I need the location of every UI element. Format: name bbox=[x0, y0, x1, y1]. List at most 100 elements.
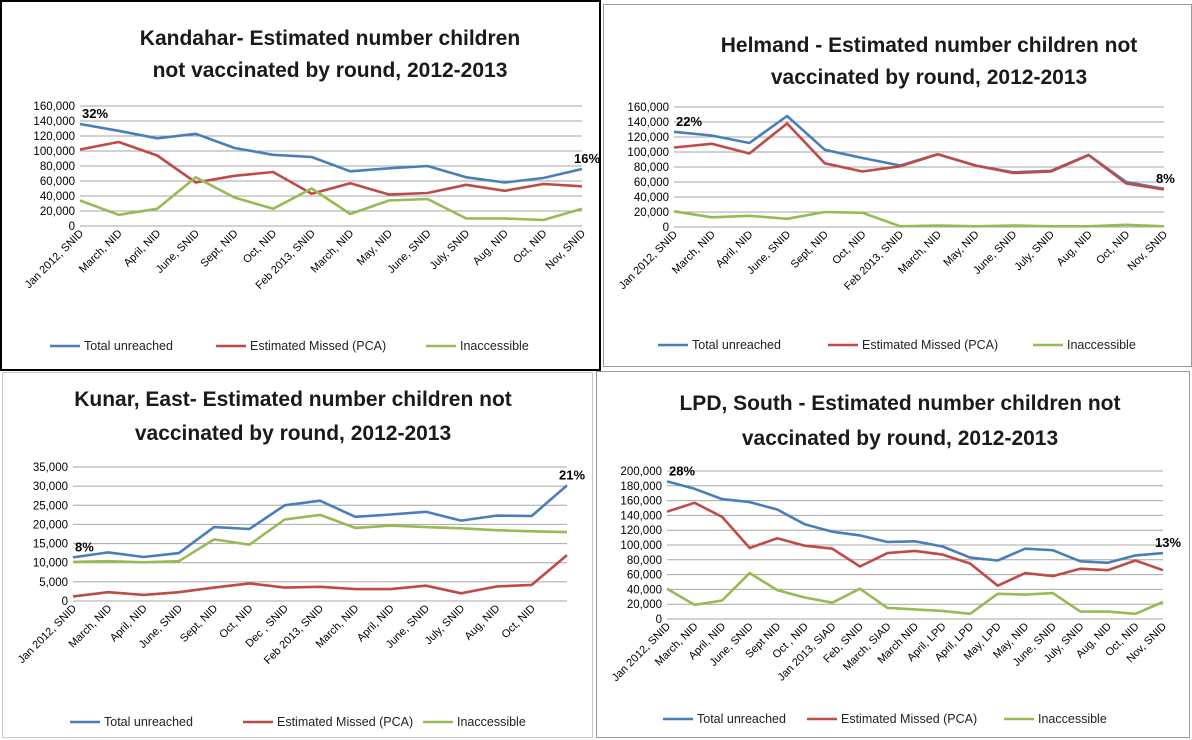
legend-label-total: Total unreached bbox=[84, 339, 173, 353]
series-line-total bbox=[79, 122, 583, 184]
series-line-missed bbox=[72, 554, 568, 598]
percent-annotation: 22% bbox=[676, 114, 702, 129]
x-tick-label: Oct, NID bbox=[241, 228, 279, 266]
series-line-inaccessible bbox=[79, 176, 583, 222]
percent-annotation: 8% bbox=[1156, 171, 1175, 186]
chart-title-line-2: vaccinated by round, 2012-2013 bbox=[742, 427, 1058, 450]
chart-title-line-2: not vaccinated by round, 2012-2013 bbox=[153, 59, 508, 82]
y-tick-label: 60,000 bbox=[634, 177, 669, 189]
y-tick-label: 160,000 bbox=[620, 496, 662, 508]
legend-label-total: Total unreached bbox=[692, 338, 781, 352]
series-line-total bbox=[666, 480, 1164, 565]
x-tick-label: Nov, SNID bbox=[543, 228, 588, 273]
y-tick-label: 0 bbox=[656, 614, 662, 626]
y-tick-label: 35,000 bbox=[33, 462, 68, 474]
y-tick-label: 120,000 bbox=[33, 131, 75, 143]
y-tick-label: 140,000 bbox=[620, 510, 662, 522]
legend-label-total: Total unreached bbox=[104, 715, 193, 729]
legend-label-missed: Estimated Missed (PCA) bbox=[862, 338, 998, 352]
y-tick-label: 100,000 bbox=[33, 146, 75, 158]
x-tick-label: May, NID bbox=[355, 228, 395, 268]
y-tick-label: 80,000 bbox=[40, 161, 75, 173]
percent-annotation: 8% bbox=[75, 539, 94, 554]
legend-label-total: Total unreached bbox=[697, 712, 786, 726]
y-tick-label: 20,000 bbox=[634, 207, 669, 219]
legend-label-inaccessible: Inaccessible bbox=[460, 339, 529, 353]
y-tick-label: 0 bbox=[62, 596, 68, 608]
y-tick-label: 10,000 bbox=[33, 558, 68, 570]
series-line-missed bbox=[666, 501, 1164, 587]
y-tick-label: 80,000 bbox=[634, 162, 669, 174]
y-tick-label: 20,000 bbox=[33, 519, 68, 531]
x-tick-label: Sept, NID bbox=[178, 603, 220, 645]
x-tick-label: July, SNID bbox=[1012, 229, 1057, 274]
legend-label-inaccessible: Inaccessible bbox=[1067, 338, 1136, 352]
x-tick-label: Jan 2012, SNID bbox=[617, 229, 680, 292]
x-tick-label: Jan 2012, SNID bbox=[23, 228, 86, 291]
chart-title-line-1: Kandahar- Estimated number children bbox=[140, 27, 520, 50]
series-line-inaccessible bbox=[673, 210, 1165, 228]
y-tick-label: 180,000 bbox=[620, 481, 662, 493]
y-tick-label: 40,000 bbox=[634, 192, 669, 204]
x-tick-label: Oct, NID bbox=[511, 228, 549, 266]
percent-annotation: 32% bbox=[82, 106, 108, 121]
y-tick-label: 100,000 bbox=[620, 540, 662, 552]
x-tick-label: Aug, NID bbox=[471, 228, 511, 268]
y-tick-label: 20,000 bbox=[627, 599, 662, 611]
series-line-inaccessible bbox=[666, 571, 1164, 616]
legend-label-missed: Estimated Missed (PCA) bbox=[841, 712, 977, 726]
series-line-missed bbox=[79, 140, 583, 196]
legend-label-inaccessible: Inaccessible bbox=[1038, 712, 1107, 726]
y-tick-label: 60,000 bbox=[627, 570, 662, 582]
y-tick-label: 160,000 bbox=[33, 101, 75, 113]
y-tick-label: 20,000 bbox=[40, 206, 75, 218]
x-tick-label: Oct, NID bbox=[1094, 229, 1132, 267]
x-tick-label: Oct, NID bbox=[830, 229, 868, 267]
y-tick-label: 80,000 bbox=[627, 555, 662, 567]
y-tick-label: 120,000 bbox=[620, 525, 662, 537]
percent-annotation: 13% bbox=[1155, 535, 1181, 550]
series-line-total bbox=[72, 484, 568, 559]
percent-annotation: 21% bbox=[559, 467, 585, 482]
percent-annotation: 16% bbox=[574, 151, 600, 166]
chart-title-line-1: Helmand - Estimated number children not bbox=[721, 34, 1138, 57]
chart-title-line-2: vaccinated by round, 2012-2013 bbox=[135, 422, 451, 445]
x-tick-label: Aug, NID bbox=[1055, 229, 1095, 269]
x-tick-label: Oct, NID bbox=[500, 603, 538, 641]
legend-label-inaccessible: Inaccessible bbox=[457, 715, 526, 729]
y-tick-label: 200,000 bbox=[620, 466, 662, 478]
series-line-inaccessible bbox=[72, 513, 568, 564]
x-tick-label: Sept, NID bbox=[789, 229, 831, 271]
chart-title-line-1: Kunar, East- Estimated number children n… bbox=[74, 388, 512, 411]
x-tick-label: Sept, NID bbox=[198, 228, 240, 270]
chart-title-line-1: LPD, South - Estimated number children n… bbox=[679, 392, 1120, 415]
y-tick-label: 5,000 bbox=[39, 577, 68, 589]
series-line-missed bbox=[673, 122, 1165, 191]
y-tick-label: 30,000 bbox=[33, 481, 68, 493]
x-tick-label: Jan 2012, SNID bbox=[16, 603, 79, 666]
kunar-east-chart-panel: Kunar, East- Estimated number children n… bbox=[2, 372, 593, 738]
lpd-south-chart: LPD, South - Estimated number children n… bbox=[610, 392, 1182, 726]
helmand-chart-panel: Helmand - Estimated number children not v… bbox=[603, 4, 1192, 367]
y-tick-label: 25,000 bbox=[33, 500, 68, 512]
helmand-chart: Helmand - Estimated number children not v… bbox=[617, 34, 1176, 352]
y-tick-label: 0 bbox=[69, 221, 75, 233]
y-tick-label: 0 bbox=[663, 222, 669, 234]
y-tick-label: 100,000 bbox=[627, 147, 669, 159]
legend-label-missed: Estimated Missed (PCA) bbox=[250, 339, 386, 353]
y-tick-label: 60,000 bbox=[40, 176, 75, 188]
y-tick-label: 40,000 bbox=[40, 191, 75, 203]
y-tick-label: 140,000 bbox=[33, 116, 75, 128]
kandahar-chart-panel: Kandahar- Estimated number children not v… bbox=[0, 0, 601, 371]
x-tick-label: July, SNID bbox=[428, 228, 473, 273]
kunar-east-chart: Kunar, East- Estimated number children n… bbox=[16, 388, 586, 729]
y-tick-label: 40,000 bbox=[627, 584, 662, 596]
y-tick-label: 140,000 bbox=[627, 117, 669, 129]
legend-label-missed: Estimated Missed (PCA) bbox=[277, 715, 413, 729]
x-tick-label: Nov, SNID bbox=[1125, 229, 1170, 274]
chart-title-line-2: vaccinated by round, 2012-2013 bbox=[771, 66, 1087, 89]
y-tick-label: 120,000 bbox=[627, 132, 669, 144]
percent-annotation: 28% bbox=[669, 463, 695, 478]
lpd-south-chart-panel: LPD, South - Estimated number children n… bbox=[596, 371, 1190, 738]
x-tick-label: Aug, NID bbox=[462, 603, 502, 643]
